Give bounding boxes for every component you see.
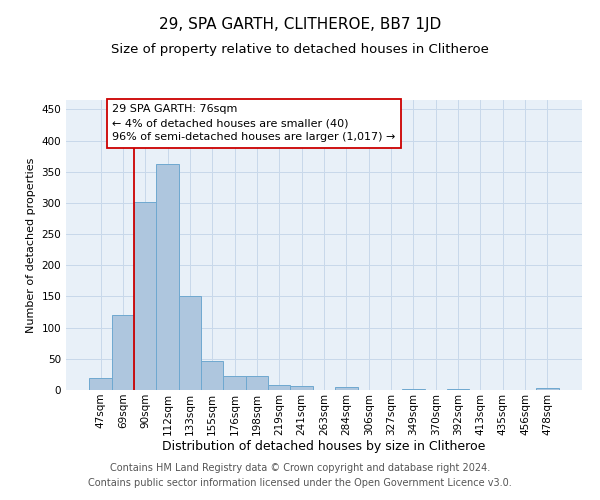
Bar xyxy=(223,376,246,390)
Bar xyxy=(112,315,134,390)
Bar xyxy=(179,296,201,390)
Bar xyxy=(290,386,313,390)
Text: 29, SPA GARTH, CLITHEROE, BB7 1JD: 29, SPA GARTH, CLITHEROE, BB7 1JD xyxy=(159,18,441,32)
Bar xyxy=(447,389,469,390)
Bar xyxy=(89,378,112,390)
Bar xyxy=(335,387,358,390)
Bar xyxy=(402,389,425,390)
Bar xyxy=(246,376,268,390)
Bar xyxy=(134,202,157,390)
Bar xyxy=(201,360,223,390)
Bar xyxy=(268,385,290,390)
X-axis label: Distribution of detached houses by size in Clitheroe: Distribution of detached houses by size … xyxy=(163,440,485,454)
Text: Size of property relative to detached houses in Clitheroe: Size of property relative to detached ho… xyxy=(111,42,489,56)
Bar xyxy=(536,388,559,390)
Y-axis label: Number of detached properties: Number of detached properties xyxy=(26,158,36,332)
Text: 29 SPA GARTH: 76sqm
← 4% of detached houses are smaller (40)
96% of semi-detache: 29 SPA GARTH: 76sqm ← 4% of detached hou… xyxy=(112,104,395,142)
Text: Contains HM Land Registry data © Crown copyright and database right 2024.
Contai: Contains HM Land Registry data © Crown c… xyxy=(88,462,512,487)
Bar xyxy=(157,164,179,390)
